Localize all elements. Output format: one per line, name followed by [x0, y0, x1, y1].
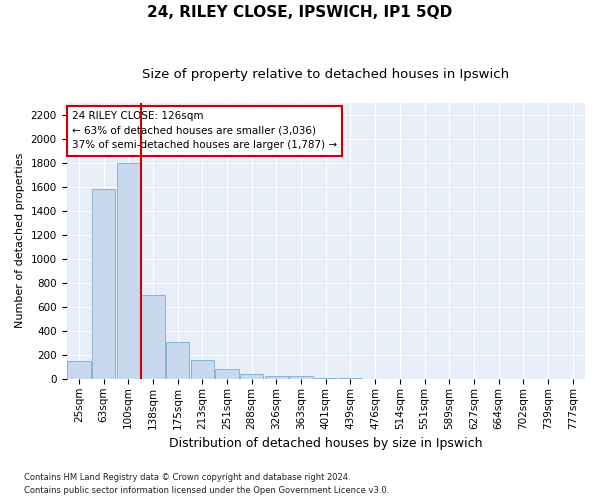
Bar: [141, 295, 164, 379]
Bar: [265, 376, 288, 379]
X-axis label: Distribution of detached houses by size in Ipswich: Distribution of detached houses by size …: [169, 437, 482, 450]
Bar: [67, 361, 91, 379]
Bar: [240, 374, 263, 379]
Text: Contains HM Land Registry data © Crown copyright and database right 2024.: Contains HM Land Registry data © Crown c…: [24, 474, 350, 482]
Bar: [92, 189, 115, 379]
Text: Contains public sector information licensed under the Open Government Licence v3: Contains public sector information licen…: [24, 486, 389, 495]
Bar: [215, 370, 239, 379]
Bar: [289, 376, 313, 379]
Bar: [116, 162, 140, 379]
Bar: [314, 378, 337, 379]
Title: Size of property relative to detached houses in Ipswich: Size of property relative to detached ho…: [142, 68, 509, 80]
Bar: [339, 378, 362, 379]
Y-axis label: Number of detached properties: Number of detached properties: [15, 153, 25, 328]
Bar: [166, 342, 190, 379]
Text: 24, RILEY CLOSE, IPSWICH, IP1 5QD: 24, RILEY CLOSE, IPSWICH, IP1 5QD: [148, 5, 452, 20]
Bar: [191, 360, 214, 379]
Text: 24 RILEY CLOSE: 126sqm
← 63% of detached houses are smaller (3,036)
37% of semi-: 24 RILEY CLOSE: 126sqm ← 63% of detached…: [72, 111, 337, 150]
